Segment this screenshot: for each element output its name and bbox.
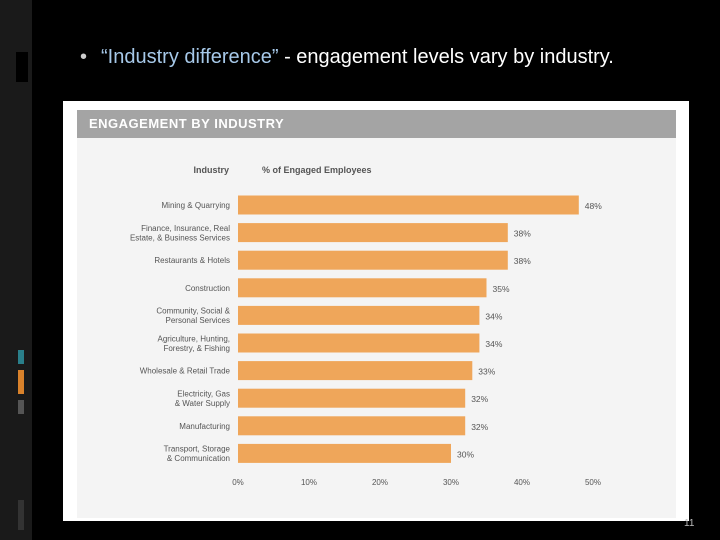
category-label: Electricity, Gas & Water Supply: [175, 389, 230, 408]
bullet-marker: •: [80, 46, 88, 68]
page-number: 11: [684, 518, 695, 529]
bar-value-label: 30%: [457, 449, 474, 459]
x-tick-label: 40%: [514, 478, 530, 487]
bar-value-label: 32%: [471, 422, 488, 432]
bar: [238, 195, 579, 215]
bar-value-label: 32%: [471, 394, 488, 404]
x-tick-label: 10%: [301, 478, 317, 487]
rail-accent-orange: [18, 370, 24, 394]
bar: [238, 416, 466, 436]
rail-accent-gray: [18, 400, 24, 414]
bar-value-label: 33%: [478, 367, 495, 377]
category-label: Manufacturing: [179, 422, 230, 431]
x-tick-label: 0%: [232, 478, 244, 487]
chart-figure: ENGAGEMENT BY INDUSTRY Industry % of Eng…: [63, 101, 689, 521]
bar: [238, 305, 480, 325]
bullet-text: • “Industry difference” - engagement leve…: [80, 46, 614, 69]
bar: [238, 443, 451, 463]
category-label: Transport, Storage & Communication: [164, 445, 231, 464]
x-tick-label: 50%: [585, 478, 601, 487]
bar: [238, 388, 466, 408]
category-label: Wholesale & Retail Trade: [140, 367, 231, 376]
category-label: Restaurants & Hotels: [154, 256, 230, 265]
bullet-rest: - engagement levels vary by industry.: [278, 46, 614, 68]
bar-value-label: 34%: [485, 339, 502, 349]
x-tick-label: 30%: [443, 478, 459, 487]
value-header: % of Engaged Employees: [262, 165, 372, 175]
bar-value-label: 48%: [585, 201, 602, 211]
bullet-quote: “Industry difference”: [101, 46, 279, 68]
rail-marker: [16, 52, 28, 82]
rail-accent-teal: [18, 350, 24, 364]
category-label: Finance, Insurance, Real Estate, & Busine…: [130, 224, 230, 243]
chart-area: Industry % of Engaged Employees 48% Minin…: [77, 138, 676, 518]
left-rail: [0, 0, 32, 540]
bar-value-label: 34%: [485, 311, 502, 321]
category-label: Construction: [185, 284, 230, 293]
category-label: Community, Social & Personal Services: [156, 307, 230, 326]
bar: [238, 361, 473, 381]
bar: [238, 278, 487, 298]
x-tick-label: 20%: [372, 478, 388, 487]
chart-title: ENGAGEMENT BY INDUSTRY: [89, 116, 285, 131]
rail-accent-dark: [18, 500, 24, 530]
bar-value-label: 35%: [493, 284, 510, 294]
bar-value-label: 38%: [514, 229, 531, 239]
category-label: Agriculture, Hunting, Forestry, & Fishing: [158, 334, 230, 353]
bar: [238, 250, 508, 270]
category-header: Industry: [193, 165, 229, 175]
bar-chart: Industry % of Engaged Employees 48% Minin…: [130, 165, 602, 487]
bar: [238, 223, 508, 243]
category-label: Mining & Quarrying: [162, 201, 230, 210]
bar: [238, 333, 480, 353]
chart-header: ENGAGEMENT BY INDUSTRY: [77, 110, 676, 138]
bar-value-label: 38%: [514, 256, 531, 266]
